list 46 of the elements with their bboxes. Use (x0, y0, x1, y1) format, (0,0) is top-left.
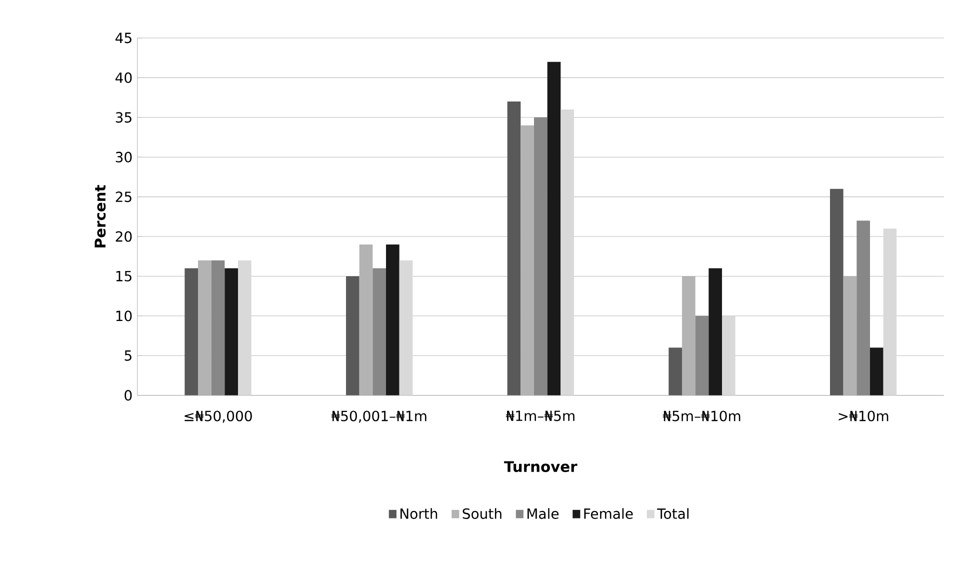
legend-label: South (462, 508, 502, 519)
y-tick-label: 25 (116, 192, 132, 202)
bar (386, 244, 400, 396)
bar (560, 109, 574, 396)
bar (668, 348, 682, 396)
y-tick-label: 35 (116, 112, 132, 123)
y-tick-label: 15 (116, 271, 132, 282)
legend-label: Female (584, 508, 633, 519)
bar (843, 276, 857, 396)
bar (547, 62, 561, 396)
x-tick-label: ≤₦50,000 (184, 410, 252, 423)
x-tick-label: ₦50,001–₦1m (331, 410, 426, 423)
legend-label: Male (528, 508, 559, 519)
bar (507, 102, 521, 396)
bar (534, 117, 548, 396)
bar (399, 260, 413, 396)
bar (708, 268, 722, 396)
bar (722, 316, 736, 396)
x-tick-label: ₦1m–₦5m (506, 410, 574, 422)
bar (224, 268, 238, 396)
y-tick-label: 20 (116, 231, 132, 242)
bar (856, 220, 870, 396)
bar (211, 260, 225, 396)
bar (830, 188, 844, 396)
y-tick-label: 45 (116, 32, 132, 44)
x-axis-title: Turnover (504, 461, 578, 472)
y-tick-label: 30 (116, 152, 132, 162)
x-tick-label: ₦5m–₦10m (662, 410, 740, 422)
bar (372, 268, 386, 396)
bar (346, 276, 360, 396)
bar (870, 348, 884, 396)
bar (184, 268, 198, 396)
bar (695, 316, 709, 396)
y-tick-label: 0 (124, 390, 132, 401)
bar (238, 260, 252, 396)
bar (520, 125, 534, 396)
y-tick-label: 5 (124, 350, 132, 361)
y-tick-label: 40 (116, 72, 132, 83)
legend-label: North (400, 508, 438, 519)
legend-label: Total (657, 508, 688, 519)
y-tick-label: 10 (116, 310, 132, 322)
bar (883, 228, 897, 396)
bar (198, 260, 212, 396)
y-axis-title: Percent (94, 184, 106, 248)
x-tick-label: >₦10m (838, 410, 888, 422)
bar (359, 244, 373, 396)
